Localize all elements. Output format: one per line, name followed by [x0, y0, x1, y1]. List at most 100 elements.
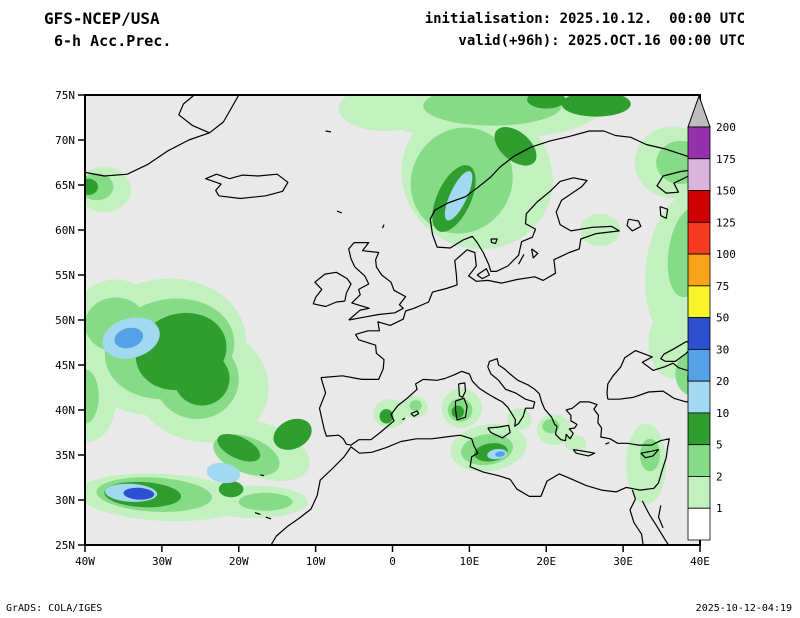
- precipitation-layer: [85, 95, 700, 522]
- precip-cell: [507, 408, 532, 430]
- colorbar-label: 10: [716, 407, 729, 420]
- colorbar-label: 75: [716, 280, 729, 293]
- coastline: [348, 242, 407, 321]
- init-time: initialisation: 2025.10.12. 00:00 UTC: [424, 11, 745, 27]
- coastline: [260, 474, 265, 477]
- precip-cell: [123, 487, 155, 500]
- colorbar-segment: [687, 317, 711, 350]
- coastline: [270, 358, 670, 545]
- coastline: [410, 410, 420, 417]
- lon-tick-label: 40E: [690, 555, 710, 568]
- coastline: [205, 173, 289, 200]
- model-title: GFS-NCEP/USA: [44, 9, 160, 28]
- coastline: [320, 130, 700, 380]
- precip-cell: [494, 127, 537, 166]
- lon-tick-label: 0: [389, 555, 396, 568]
- lat-tick-label: 40N: [55, 404, 75, 417]
- lon-tick-label: 10W: [306, 555, 326, 568]
- precip-cell: [542, 419, 560, 434]
- colorbar-segment: [687, 412, 711, 446]
- lon-tick-label: 20W: [229, 555, 249, 568]
- colorbar-segment: [687, 253, 711, 287]
- coastline: [458, 382, 467, 398]
- coastline: [641, 500, 670, 545]
- lat-tick-label: 35N: [55, 449, 75, 462]
- precip-cell: [238, 492, 293, 511]
- coastline: [312, 271, 352, 308]
- lon-tick-label: 10E: [459, 555, 479, 568]
- colorbar-segment: [687, 444, 711, 477]
- coastline: [531, 248, 539, 259]
- lat-tick-label: 60N: [55, 224, 75, 237]
- coastline: [178, 95, 210, 134]
- lon-tick-label: 40W: [75, 555, 95, 568]
- coastline: [626, 218, 642, 232]
- coastline: [659, 206, 669, 219]
- coastline: [629, 489, 644, 545]
- colorbar-segment: [687, 190, 711, 223]
- coastline: [572, 449, 596, 457]
- coastline: [607, 390, 700, 403]
- precip-cell: [580, 213, 621, 247]
- precip-cell: [114, 327, 144, 349]
- lat-tick-label: 75N: [55, 89, 75, 102]
- product-title: 6-h Acc.Prec.: [54, 32, 172, 50]
- coastlines-layer: [85, 95, 700, 545]
- coastline: [657, 505, 664, 529]
- precip-cell: [273, 418, 312, 450]
- lon-tick-label: 20E: [536, 555, 556, 568]
- lat-tick-label: 50N: [55, 314, 75, 327]
- colorbar-label: 150: [716, 185, 736, 198]
- lon-tick-label: 30W: [152, 555, 172, 568]
- creation-timestamp: 2025-10-12-04:19: [695, 603, 792, 614]
- coastline: [454, 397, 468, 421]
- coastline: [640, 449, 660, 459]
- lon-tick-label: 30E: [613, 555, 633, 568]
- colorbar: 200 175 150 125 100 75 50 30 20 10 5 2 1: [687, 94, 736, 541]
- coastline: [605, 441, 610, 445]
- precip-cell: [561, 95, 631, 117]
- precip-cell: [217, 433, 261, 462]
- colorbar-label: 200: [716, 121, 736, 134]
- precip-cell: [640, 438, 660, 472]
- precip-cell: [85, 369, 99, 424]
- colorbar-label: 100: [716, 248, 736, 261]
- precip-cell: [174, 351, 230, 406]
- lat-tick-label: 25N: [55, 539, 75, 552]
- lat-tick-label: 45N: [55, 359, 75, 372]
- colorbar-segment: [687, 285, 711, 319]
- coastline: [490, 238, 498, 245]
- valid-time: valid(+96h): 2025.OCT.16 00:00 UTC: [458, 33, 745, 49]
- colorbar-label: 125: [716, 216, 736, 229]
- colorbar-label: 175: [716, 153, 736, 166]
- lat-tick-label: 30N: [55, 494, 75, 507]
- precip-cell: [409, 400, 422, 411]
- precip-cell: [218, 481, 244, 498]
- colorbar-segment: [687, 348, 711, 382]
- colorbar-segment: [687, 476, 711, 509]
- lat-tick-label: 65N: [55, 179, 75, 192]
- colorbar-segment: [687, 507, 711, 541]
- colorbar-label: 30: [716, 343, 729, 356]
- coastline: [402, 417, 406, 421]
- colorbar-label: 50: [716, 312, 729, 325]
- lat-tick-label: 55N: [55, 269, 75, 282]
- colorbar-label: 20: [716, 375, 729, 388]
- header-right: initialisation: 2025.10.12. 00:00 UTC va…: [425, 8, 745, 52]
- precip-cell: [338, 95, 431, 131]
- coastline: [476, 268, 490, 280]
- precip-cell: [564, 435, 587, 452]
- coastline: [336, 210, 343, 214]
- coastline: [85, 95, 240, 177]
- precip-cell: [495, 451, 506, 457]
- precip-cell: [206, 462, 241, 484]
- precip-cell: [379, 409, 394, 424]
- precip-cell: [451, 405, 464, 419]
- colorbar-label: 2: [716, 471, 723, 484]
- lat-tick-label: 70N: [55, 134, 75, 147]
- colorbar-label: 5: [716, 439, 723, 452]
- coastline: [381, 224, 385, 229]
- precip-cell: [423, 95, 562, 126]
